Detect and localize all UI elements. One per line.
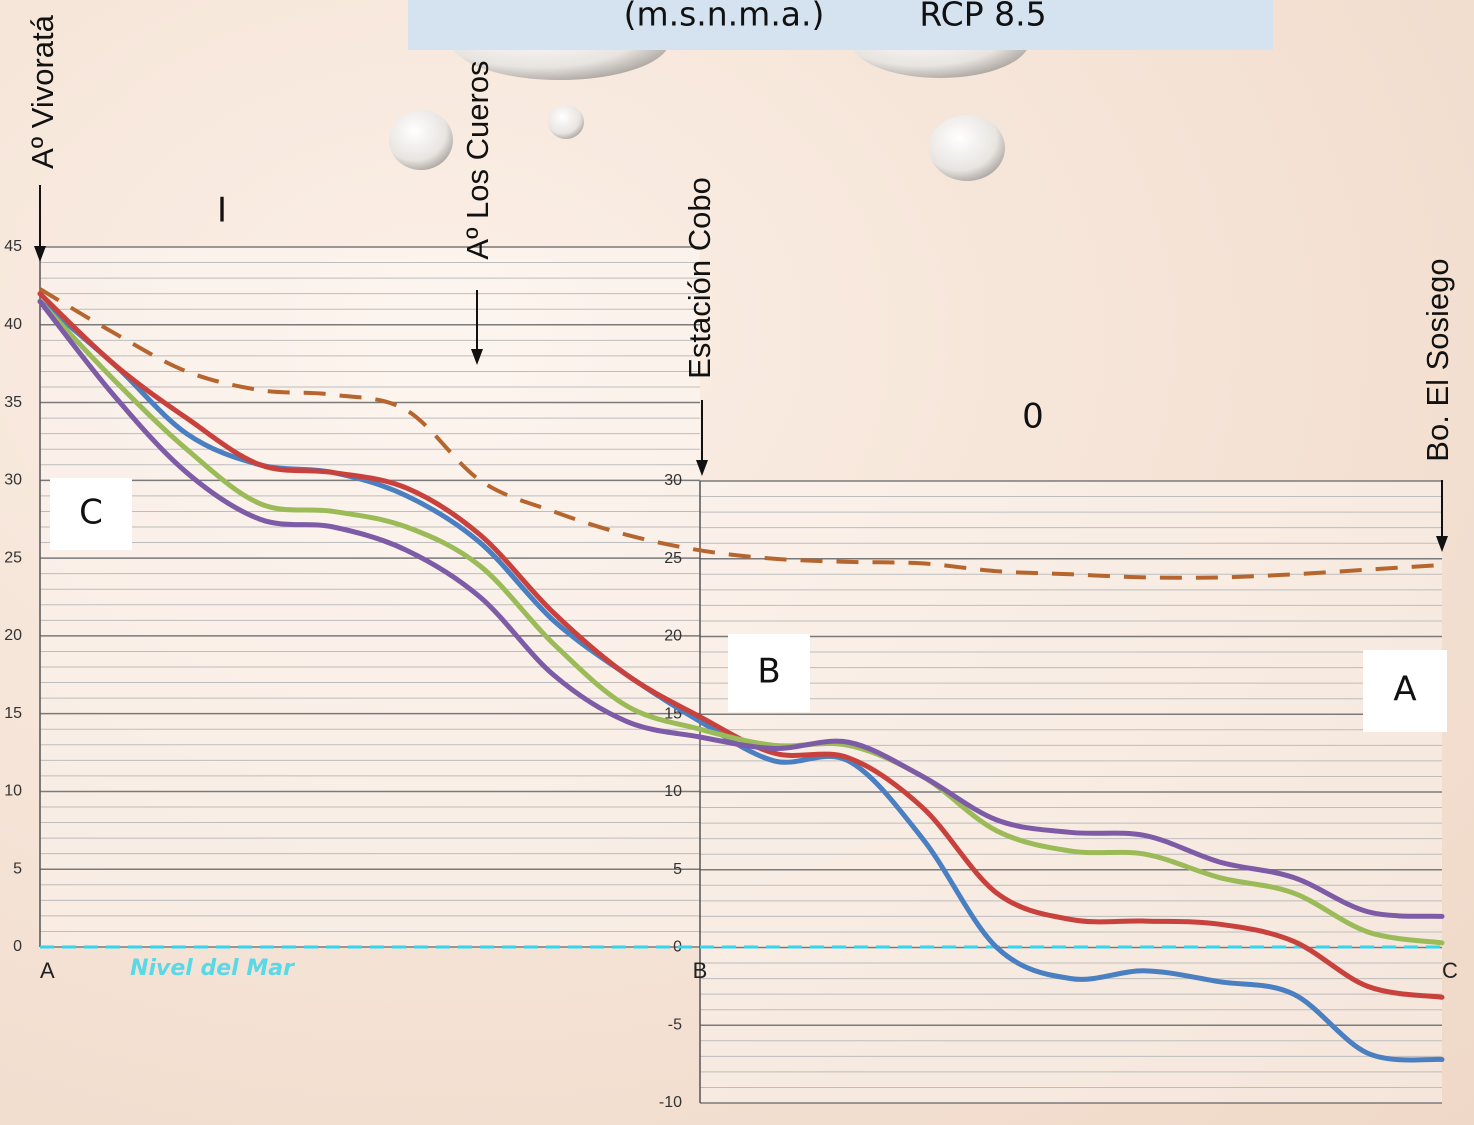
- annotation: Aº Vivoratá: [25, 14, 60, 169]
- y-tick-label: 10: [4, 783, 22, 800]
- water-drop: [389, 110, 453, 170]
- water-drop: [929, 115, 1005, 181]
- y2-tick-label: -5: [668, 1016, 682, 1033]
- y-tick-label: 20: [4, 627, 22, 644]
- y-tick-label: 25: [4, 549, 22, 566]
- y2-tick-label: -10: [659, 1094, 682, 1111]
- y2-tick-label: 25: [664, 550, 682, 567]
- y-tick-label: 30: [4, 472, 22, 489]
- annotation: Bo. El Sosiego: [1420, 258, 1455, 461]
- zone-label: A: [1393, 670, 1416, 710]
- y-tick-label: 15: [4, 705, 22, 722]
- annotation: Aº Los Cueros: [460, 60, 495, 259]
- annotation: Estación Cobo: [682, 177, 717, 379]
- panel: [40, 247, 700, 947]
- x-tick-label: A: [40, 958, 55, 983]
- title-unit: (m.s.n.m.a.): [624, 0, 825, 34]
- page: (m.s.n.m.a.) RCP 8.5 0 5 10 15 20 25 30 35 40 45 -…: [0, 0, 1474, 1125]
- section-label: 0: [1022, 397, 1044, 437]
- y-tick-label: 45: [4, 238, 22, 255]
- y2-tick-label: 5: [673, 861, 682, 878]
- y-tick-label: 5: [13, 860, 22, 877]
- y-tick-label: 40: [4, 316, 22, 333]
- y2-tick-label: 10: [664, 783, 682, 800]
- slide: (m.s.n.m.a.) RCP 8.5 0 5 10 15 20 25 30 35 40 45 -…: [0, 0, 1474, 1125]
- x-tick-label: C: [1442, 958, 1458, 983]
- section-label: I: [217, 191, 227, 231]
- y2-tick-label: 20: [664, 628, 682, 645]
- water-drop: [548, 105, 584, 139]
- x-tick-label: B: [693, 958, 708, 983]
- title-scenario: RCP 8.5: [919, 0, 1046, 34]
- sea-level-label: Nivel del Mar: [130, 956, 295, 981]
- y-tick-label: 0: [13, 938, 22, 955]
- zone-label: C: [79, 493, 103, 533]
- y-tick-label: 35: [4, 394, 22, 411]
- zone-label: B: [757, 652, 780, 692]
- title-box: [408, 0, 1273, 50]
- y2-tick-label: 30: [664, 472, 682, 489]
